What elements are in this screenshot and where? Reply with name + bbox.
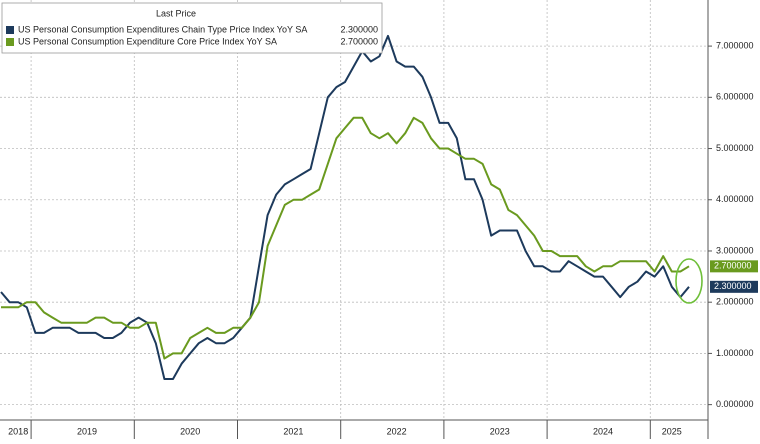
series-line xyxy=(0,34,690,380)
y-tick-label: 4.000000 xyxy=(716,194,754,204)
y-tick-label: 7.000000 xyxy=(716,40,754,50)
legend-label: US Personal Consumption Expenditures Cha… xyxy=(18,24,307,34)
series-line xyxy=(1,116,690,360)
grid xyxy=(0,0,708,420)
legend: Last Price US Personal Consumption Expen… xyxy=(1,2,383,54)
last-value-tag xyxy=(710,280,758,293)
legend-box xyxy=(1,2,383,54)
last-value-label: 2.300000 xyxy=(714,281,752,291)
legend-swatch xyxy=(6,38,14,46)
x-tick-label: 2019 xyxy=(77,426,97,436)
legend-header: Last Price xyxy=(156,8,196,18)
y-tick-label: 5.000000 xyxy=(716,143,754,153)
x-tick-label: 2020 xyxy=(180,426,200,436)
y-tick-label: 0.000000 xyxy=(716,399,754,409)
axis: 0.000000 1.000000 2.000000 3.000000 4.000000… xyxy=(8,40,758,439)
legend-value: 2.700000 xyxy=(340,36,378,46)
legend-swatch xyxy=(6,26,14,34)
last-value-tag xyxy=(710,260,758,273)
y-tick-label: 6.000000 xyxy=(716,92,754,102)
x-tick-label: 2023 xyxy=(490,426,510,436)
legend-value: 2.300000 xyxy=(340,24,378,34)
x-tick-label: 2025 xyxy=(662,426,682,436)
y-tick-label: 1.000000 xyxy=(716,348,754,358)
y-tick-label: 3.000000 xyxy=(716,245,754,255)
x-tick-label: 2018 xyxy=(8,426,28,436)
x-tick-label: 2024 xyxy=(593,426,613,436)
x-tick-label: 2022 xyxy=(387,426,407,436)
last-value-label: 2.700000 xyxy=(714,261,752,271)
highlight-ellipse xyxy=(675,258,703,304)
legend-label: US Personal Consumption Expenditure Core… xyxy=(18,36,277,46)
x-tick-label: 2021 xyxy=(283,426,303,436)
lines xyxy=(0,34,690,380)
y-tick-label: 2.000000 xyxy=(716,297,754,307)
